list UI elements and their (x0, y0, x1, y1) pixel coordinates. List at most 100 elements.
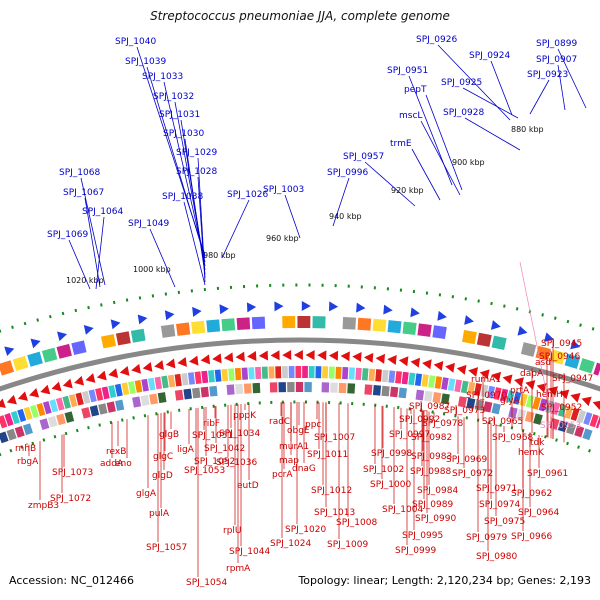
dotted-ring-mark (281, 400, 284, 404)
feature-band-lower (467, 381, 476, 395)
gene-label: SPJ_1044 (229, 547, 270, 557)
gene-label: eutD (237, 481, 259, 491)
dotted-ring-mark (189, 407, 192, 411)
dotted-ring-mark (532, 431, 536, 436)
feature-band-upper (251, 316, 266, 330)
dotted-ring-mark (408, 407, 411, 411)
reverse-gene-arrow (131, 363, 141, 374)
gene-label: glgD (152, 471, 173, 481)
gene-label: radC (269, 417, 290, 427)
reverse-gene-arrow (491, 371, 502, 382)
dotted-ring-mark (9, 448, 13, 453)
gene-label: SPJ_1038 (162, 192, 203, 202)
gene-label: SPJ_0999 (395, 546, 436, 556)
label-leader-line (149, 228, 176, 288)
gene-label: SPJ_1039 (125, 57, 166, 67)
dotted-ring-mark (74, 308, 78, 313)
dotted-ring-mark (360, 285, 363, 289)
gene-label: SPJ_0982 (411, 433, 452, 443)
feature-band-inner (269, 382, 278, 393)
gene-label: SPJ_1064 (82, 207, 123, 217)
gene-label: ppc (305, 420, 321, 430)
feature-band-lower (480, 384, 489, 398)
dotted-ring-mark (256, 284, 259, 288)
feature-band-inner (295, 382, 304, 393)
dotted-ring-mark (224, 403, 227, 407)
feature-band-upper (0, 360, 15, 376)
forward-gene-arrow (437, 310, 447, 321)
feature-band-inner (330, 382, 338, 393)
reverse-gene-arrow (188, 355, 199, 366)
gene-label: map (279, 456, 299, 466)
feature-band-upper (282, 316, 296, 329)
label-leader-line (183, 201, 206, 286)
dotted-ring-mark (334, 284, 337, 288)
dotted-ring-mark (293, 400, 296, 404)
reverse-gene-arrow (328, 350, 339, 361)
forward-gene-arrow (57, 331, 68, 342)
feature-band-lower (208, 370, 215, 383)
label-leader-line (557, 64, 566, 111)
gene-label: SPJ_0997 (389, 430, 430, 440)
gene-label: zmpB3 (28, 501, 59, 511)
feature-band-inner (278, 382, 286, 393)
feature-band-lower (167, 374, 176, 388)
feature-band-lower (201, 370, 209, 384)
reverse-gene-arrow (108, 368, 119, 379)
feature-band-lower (268, 366, 275, 379)
label-leader-line (464, 117, 521, 151)
feature-band-inner (415, 389, 425, 401)
feature-band-lower (181, 372, 189, 386)
gene-label: SPJ_1049 (128, 219, 169, 229)
feature-band-upper (520, 342, 537, 357)
feature-band-lower (141, 378, 149, 392)
dotted-ring-mark (178, 408, 181, 412)
gene-label: SPJ_1057 (146, 543, 187, 553)
feature-band-lower (361, 368, 369, 381)
feature-band-lower (595, 416, 600, 429)
reverse-gene-arrow (352, 352, 362, 363)
dotted-ring-mark (20, 445, 24, 449)
dotted-ring-mark (98, 423, 102, 427)
gene-label: SPJ_1031 (159, 110, 200, 120)
forward-gene-arrow (219, 304, 229, 315)
forward-gene-arrow (490, 320, 501, 330)
gene-label: SPJ_1024 (270, 539, 311, 549)
gene-label: SPJ_0987 (409, 402, 450, 412)
reverse-gene-arrow (398, 356, 409, 367)
reverse-gene-arrow (85, 373, 96, 383)
kbp-tick-label: 960 kbp (266, 234, 299, 243)
dotted-ring-mark (235, 402, 238, 406)
dotted-ring-mark (295, 283, 298, 287)
feature-band-lower (234, 367, 242, 381)
dotted-ring-mark (31, 441, 35, 446)
forward-gene-arrow (328, 301, 339, 312)
label-leader-line (420, 120, 461, 196)
feature-band-inner (226, 384, 235, 395)
dotted-ring-mark (399, 288, 403, 292)
gene-label: dnaG (292, 464, 316, 474)
gene-label: SPJ_0924 (469, 51, 510, 61)
feature-band-lower (228, 368, 235, 381)
dotted-ring-mark (109, 420, 113, 425)
dotted-ring-mark (425, 291, 429, 295)
feature-band-lower (95, 387, 104, 401)
gene-label: SPJ_0975 (484, 517, 525, 527)
label-leader-line (557, 48, 587, 109)
gene-label: rbgA (17, 457, 39, 467)
feature-band-inner (338, 382, 347, 394)
reverse-gene-arrow (502, 374, 513, 385)
forward-gene-arrow (164, 310, 175, 321)
feature-band-inner (440, 393, 450, 405)
label-leader-line (163, 81, 206, 263)
gene-label: pepT (404, 85, 427, 95)
dotted-ring-mark (490, 301, 493, 306)
feature-band-upper (550, 349, 566, 365)
reverse-gene-arrow (293, 349, 303, 360)
feature-band-inner (209, 385, 218, 397)
feature-band-lower (506, 390, 515, 404)
reverse-gene-arrow (340, 351, 350, 362)
feature-band-inner (115, 399, 125, 411)
gene-label: ribF (203, 419, 220, 429)
feature-band-inner (491, 403, 501, 415)
